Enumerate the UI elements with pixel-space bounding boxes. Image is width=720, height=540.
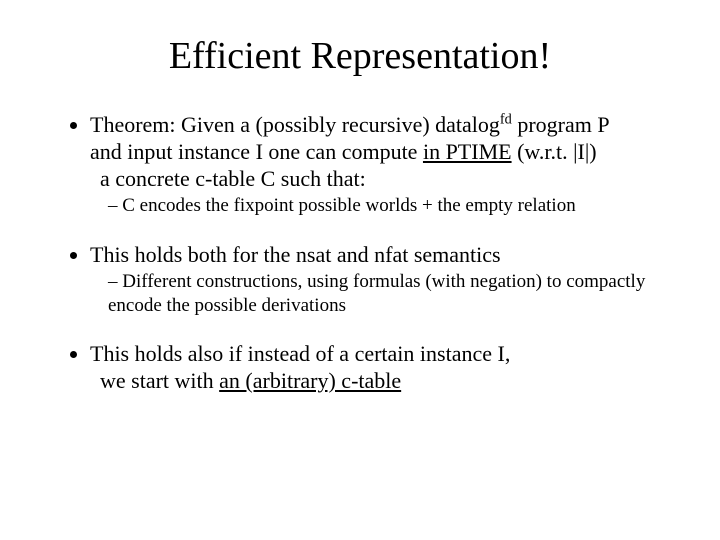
slide: Efficient Representation! Theorem: Given… (0, 0, 720, 540)
theorem-line2-post: (w.r.t. |I|) (512, 139, 597, 164)
bullet-ctable: This holds also if instead of a certain … (90, 341, 660, 395)
ctable-line2-underline: an (arbitrary) c-table (219, 368, 401, 393)
theorem-line2-pre: and input instance I one can compute (90, 139, 423, 164)
semantics-sublist: Different constructions, using formulas … (90, 270, 660, 316)
bullet-list: Theorem: Given a (possibly recursive) da… (60, 112, 660, 394)
ctable-line2-pre: we start with (100, 368, 219, 393)
bullet-theorem: Theorem: Given a (possibly recursive) da… (90, 112, 660, 218)
theorem-sub-1: C encodes the fixpoint possible worlds +… (108, 194, 660, 217)
theorem-line2-underline: in PTIME (423, 139, 512, 164)
slide-title: Efficient Representation! (60, 34, 660, 78)
theorem-line1-post: program P (512, 112, 610, 137)
theorem-sublist: C encodes the fixpoint possible worlds +… (90, 194, 660, 217)
ctable-line2: we start with an (arbitrary) c-table (90, 368, 660, 395)
theorem-line1-pre: Theorem: Given a (possibly recursive) da… (90, 112, 500, 137)
semantics-sub-1: Different constructions, using formulas … (108, 270, 660, 316)
bullet-semantics: This holds both for the nsat and nfat se… (90, 242, 660, 317)
theorem-sup: fd (500, 112, 512, 128)
theorem-line3: a concrete c-table C such that: (90, 166, 660, 193)
ctable-line1: This holds also if instead of a certain … (90, 341, 510, 366)
semantics-line1: This holds both for the nsat and nfat se… (90, 242, 501, 267)
